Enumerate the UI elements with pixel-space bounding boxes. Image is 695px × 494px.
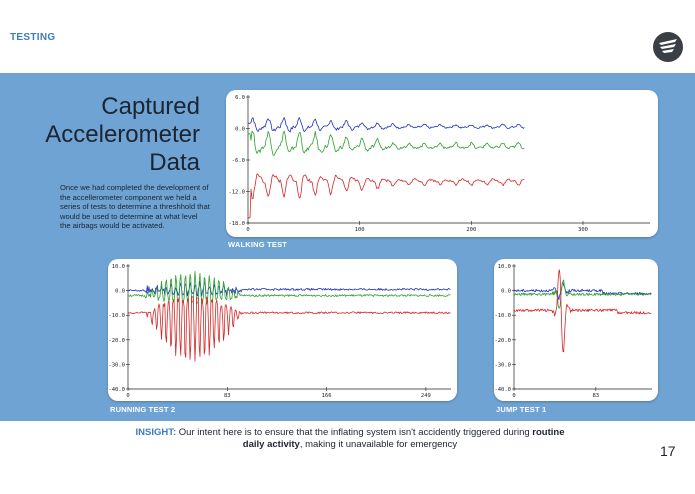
y-tick-label: 10.0	[112, 264, 125, 270]
series-red-line	[248, 173, 525, 219]
x-tick-label: 249	[421, 393, 431, 399]
walking-chart-card: 6.0 0.0 -6.0 -12.0 -18.0 0 100 200 300	[226, 90, 658, 237]
y-tick-label: -30.0	[108, 362, 125, 368]
series-green-line	[513, 279, 652, 309]
y-tick-label: -40.0	[494, 387, 511, 393]
running-chart-card: 10.0 0.0 -10.0 -20.0 -30.0 -40.0 0 83 166 249	[108, 259, 457, 401]
title-line-1: Captured	[101, 93, 200, 120]
jump-test-chart: 10.0 0.0 -10.0 -20.0 -30.0 -40.00 83	[494, 264, 652, 399]
y-tick-label: -18.0	[228, 221, 245, 227]
y-tick-label: -10.0	[108, 313, 125, 319]
x-tick-label: 83	[593, 393, 600, 399]
series-blue-line	[248, 117, 525, 133]
insight-text-part-1: Our intent here is to ensure that the in…	[176, 427, 533, 438]
slide-title: Captured Accelerometer Data	[45, 93, 200, 177]
y-tick-label: 0.0	[115, 289, 125, 295]
series-red-line	[127, 296, 451, 362]
y-tick-label: 10.0	[498, 264, 511, 270]
x-tick-label: 166	[322, 393, 332, 399]
y-tick-label: 0.0	[501, 289, 511, 295]
y-tick-label: -40.0	[108, 387, 125, 393]
insight-emphasis: routine daily activity	[242, 427, 565, 450]
series-green-line	[127, 270, 451, 305]
x-tick-label: 0	[126, 393, 129, 399]
walking-test-chart: 6.0 0.0 -6.0 -12.0 -18.00 100 200 300	[228, 95, 650, 233]
insight-text: INSIGHT: Our intent here is to ensure th…	[130, 427, 570, 451]
jump-chart-card: 10.0 0.0 -10.0 -20.0 -30.0 -40.0 0 83	[494, 259, 658, 401]
y-tick-label: 6.0	[235, 95, 245, 101]
walking-test-caption: WALKING TEST	[228, 240, 288, 249]
jump-test-caption: JUMP TEST 1	[496, 405, 547, 414]
y-tick-label: -30.0	[494, 362, 511, 368]
airbag-logo-icon	[653, 32, 683, 62]
x-tick-label: 0	[246, 227, 249, 233]
running-test-caption: RUNNING TEST 2	[110, 405, 176, 414]
y-tick-label: -12.0	[228, 190, 245, 196]
running-test-chart: 10.0 0.0 -10.0 -20.0 -30.0 -40.00 83 166 249	[108, 264, 451, 399]
title-line-3: Data	[149, 149, 200, 176]
insight-text-part-2: , making it unavailable for emergency	[299, 439, 458, 450]
x-tick-label: 0	[512, 393, 515, 399]
insight-label: INSIGHT:	[135, 427, 177, 438]
x-tick-label: 300	[578, 227, 588, 233]
x-tick-label: 83	[224, 393, 231, 399]
page-number: 17	[660, 443, 676, 459]
series-green-line	[248, 130, 525, 156]
y-tick-label: -20.0	[108, 338, 125, 344]
series-blue-line	[513, 282, 652, 301]
x-tick-label: 200	[466, 227, 476, 233]
y-tick-label: -6.0	[232, 158, 245, 164]
series-red-line	[513, 269, 652, 353]
y-tick-label: -20.0	[494, 338, 511, 344]
title-line-2: Accelerometer	[45, 121, 200, 148]
y-tick-label: -10.0	[494, 313, 511, 319]
section-label: TESTING	[10, 32, 56, 43]
x-tick-label: 100	[355, 227, 365, 233]
intro-paragraph: Once we had completed the development of…	[60, 183, 210, 231]
y-tick-label: 0.0	[235, 127, 245, 133]
